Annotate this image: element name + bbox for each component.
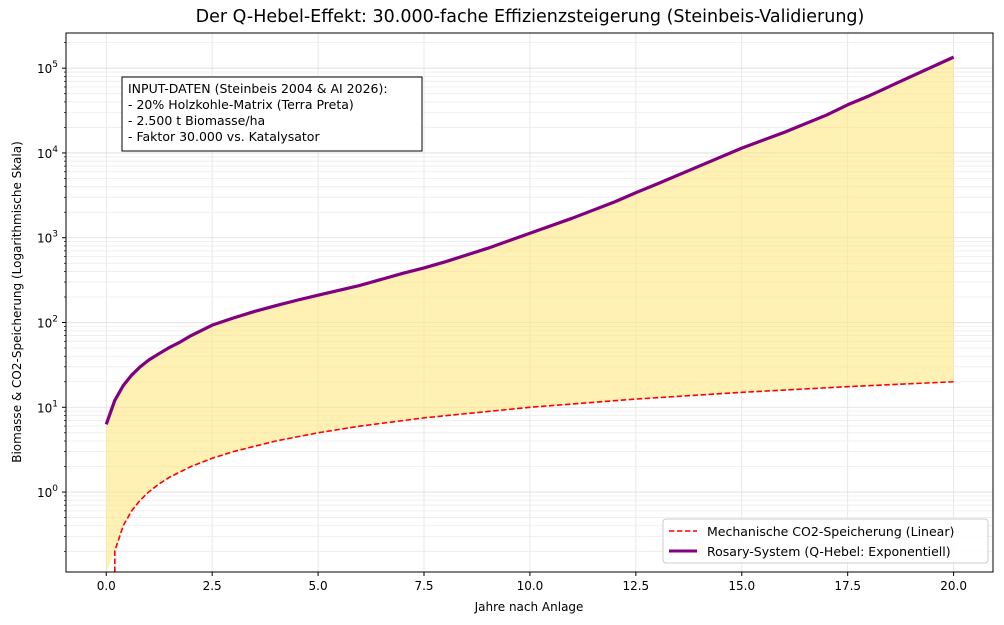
- y-tick-label: 101: [37, 399, 58, 415]
- y-tick-label: 103: [37, 230, 58, 246]
- x-tick-label: 17.5: [834, 579, 861, 593]
- series-layer: [104, 55, 955, 572]
- annotation-line: - 2.500 t Biomasse/ha: [128, 113, 265, 128]
- legend: Mechanische CO2-Speicherung (Linear) Ros…: [662, 518, 989, 564]
- y-tick-label-base: 10: [37, 147, 52, 161]
- series-line-linear: [114, 380, 954, 572]
- y-tick-label-exponent: 4: [52, 145, 58, 155]
- y-tick-label: 104: [37, 145, 58, 161]
- y-tick-label: 105: [37, 60, 58, 76]
- y-tick-label-base: 10: [37, 232, 52, 246]
- y-tick-label: 102: [37, 315, 58, 331]
- y-tick-label-exponent: 5: [52, 60, 58, 70]
- annotation-line: - 20% Holzkohle-Matrix (Terra Preta): [128, 97, 354, 112]
- y-tick-label-base: 10: [37, 486, 52, 500]
- y-axis-label: Biomasse & CO2-Speicherung (Logarithmisc…: [10, 141, 24, 463]
- y-tick-label-exponent: 0: [52, 484, 58, 494]
- y-tick-label-base: 10: [37, 317, 52, 331]
- annotation-box: INPUT-DATEN (Steinbeis 2004 & AI 2026): …: [121, 76, 423, 152]
- x-tick-label: 20.0: [940, 579, 967, 593]
- x-tick-label: 12.5: [622, 579, 649, 593]
- x-tick-label: 0.0: [97, 579, 116, 593]
- y-tick-label: 100: [37, 484, 58, 500]
- y-tick-label-base: 10: [37, 401, 52, 415]
- x-tick-label: 7.5: [414, 579, 433, 593]
- x-tick-label: 5.0: [309, 579, 328, 593]
- annotation-line: INPUT-DATEN (Steinbeis 2004 & AI 2026):: [128, 81, 388, 96]
- y-tick-label-exponent: 1: [52, 399, 58, 409]
- legend-label-linear: Mechanische CO2-Speicherung (Linear): [707, 524, 954, 539]
- y-tick-label-base: 10: [37, 62, 52, 76]
- fill-area: [106, 57, 954, 572]
- annotation-line: - Faktor 30.000 vs. Katalysator: [128, 129, 320, 144]
- legend-label-exponential: Rosary-System (Q-Hebel: Exponentiell): [707, 544, 951, 559]
- x-tick-label: 10.0: [517, 579, 544, 593]
- series-line-exponential: [104, 55, 955, 425]
- x-tick-label: 2.5: [203, 579, 222, 593]
- x-axis-label: Jahre nach Anlage: [474, 600, 584, 614]
- y-tick-label-exponent: 3: [52, 230, 58, 240]
- fill-between-area: [106, 57, 954, 572]
- legend-frame: [662, 518, 989, 564]
- x-axis: 0.0 2.5 5.0 7.5 10.0 12.5 15.0 17.5 20.0: [97, 572, 967, 593]
- x-tick-label: 15.0: [728, 579, 755, 593]
- y-tick-label-exponent: 2: [52, 315, 58, 325]
- chart-title: Der Q-Hebel-Effekt: 30.000-fache Effizie…: [196, 7, 865, 27]
